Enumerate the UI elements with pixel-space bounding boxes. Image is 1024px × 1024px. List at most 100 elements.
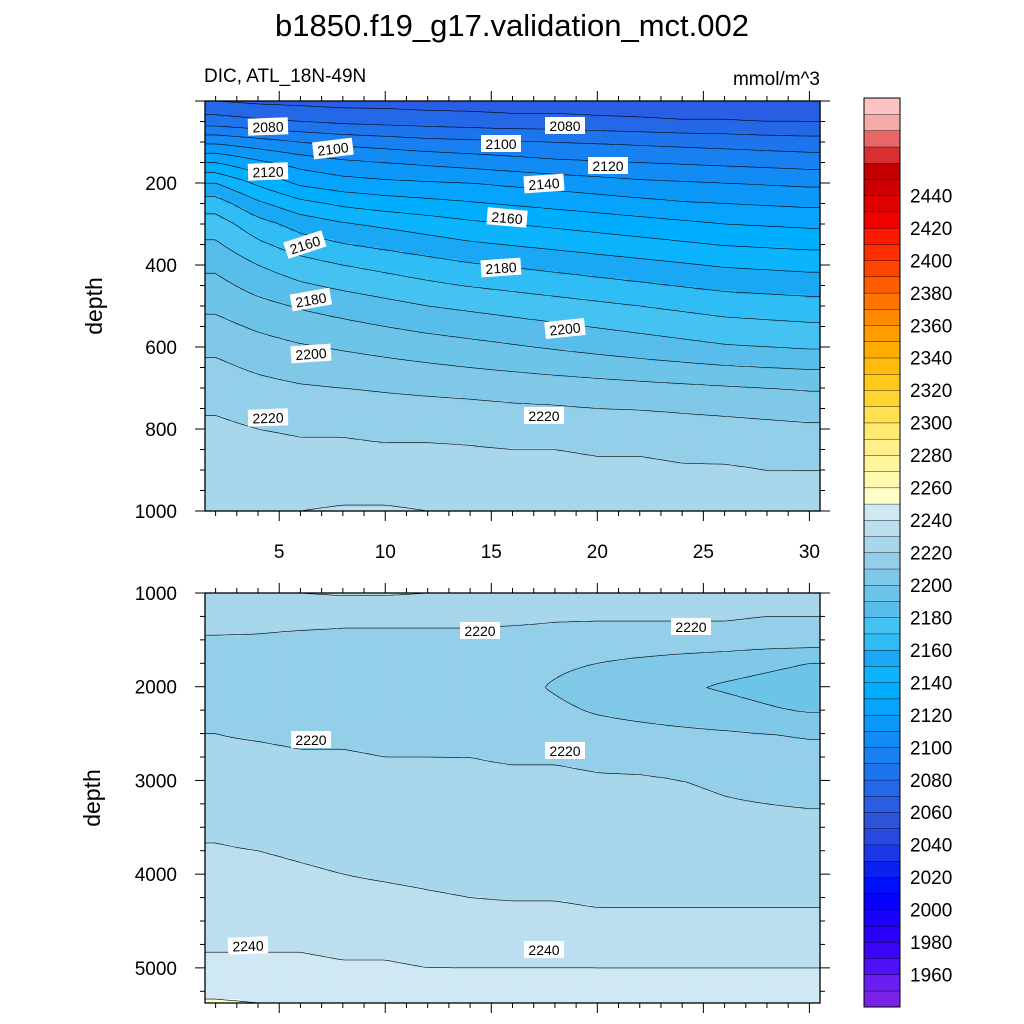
field-cell (353, 101, 360, 106)
field-cell (219, 191, 226, 197)
field-cell (537, 108, 543, 114)
field-cell (740, 124, 747, 130)
field-cell (567, 211, 573, 216)
field-cell (403, 235, 409, 240)
field-cell (477, 164, 484, 169)
field-cell (403, 148, 409, 153)
field-cell (522, 164, 528, 169)
field-cell (477, 211, 484, 216)
field-cell (462, 183, 469, 189)
field-cell (656, 183, 662, 189)
field-cell (393, 199, 400, 205)
field-cell (348, 101, 355, 106)
field-cell (696, 250, 702, 256)
field-cell (512, 199, 519, 205)
field-cell (269, 215, 276, 220)
field-cell (681, 199, 687, 205)
field-cell (547, 207, 553, 212)
field-cell (646, 235, 652, 240)
field-cell (254, 156, 261, 161)
field-cell (815, 160, 821, 165)
field-cell (810, 191, 816, 197)
field-cell (467, 250, 474, 256)
field-cell (452, 101, 459, 106)
field-cell (324, 254, 330, 260)
field-cell (289, 108, 295, 114)
field-cell (433, 128, 439, 134)
field-cell (656, 246, 662, 252)
field-cell (358, 246, 365, 252)
field-cell (621, 250, 628, 256)
field-cell (765, 156, 771, 161)
field-cell (259, 250, 266, 256)
field-cell (696, 156, 702, 161)
field-cell (810, 101, 816, 106)
field-cell (542, 231, 548, 236)
field-cell (646, 183, 652, 189)
field-cell (810, 108, 816, 114)
field-cell (487, 231, 494, 236)
field-cell (304, 207, 310, 212)
field-cell (324, 250, 330, 256)
field-cell (487, 187, 494, 193)
field-cell (259, 207, 266, 212)
field-cell (775, 246, 781, 252)
field-cell (601, 116, 608, 122)
field-cell (815, 175, 821, 181)
field-cell (651, 168, 657, 173)
field-cell (646, 136, 652, 142)
field-cell (765, 116, 771, 122)
field-cell (537, 199, 543, 205)
field-cell (780, 144, 786, 149)
field-cell (735, 108, 742, 114)
field-cell (572, 199, 578, 205)
field-cell (552, 132, 558, 138)
field-cell (671, 132, 677, 138)
field-cell (363, 203, 370, 209)
field-cell (770, 152, 776, 157)
field-cell (502, 175, 509, 181)
field-cell (626, 120, 633, 126)
field-cell (413, 250, 419, 256)
field-cell (641, 144, 648, 149)
field-cell (239, 132, 246, 138)
field-cell (700, 215, 707, 220)
field-cell (403, 195, 409, 201)
field-cell (294, 120, 300, 126)
field-cell (700, 207, 707, 212)
field-cell (547, 242, 553, 248)
field-cell (492, 171, 499, 177)
field-cell (626, 144, 633, 149)
field-cell (502, 128, 509, 134)
field-cell (755, 215, 762, 220)
field-cell (239, 136, 246, 142)
field-cell (368, 152, 375, 157)
field-cell (591, 211, 598, 216)
field-cell (681, 156, 687, 161)
field-cell (363, 164, 370, 169)
field-cell (492, 254, 499, 260)
field-cell (239, 164, 246, 169)
field-cell (319, 164, 325, 169)
field-cell (552, 203, 558, 209)
field-cell (666, 246, 672, 252)
field-cell (581, 223, 588, 228)
field-cell (239, 195, 246, 201)
field-cell (606, 246, 613, 252)
field-cell (676, 144, 682, 149)
field-cell (428, 168, 434, 173)
field-cell (438, 195, 444, 201)
field-cell (641, 164, 648, 169)
field-cell (343, 231, 350, 236)
field-cell (626, 235, 633, 240)
field-cell (353, 199, 360, 205)
field-cell (705, 171, 712, 177)
field-cell (661, 116, 667, 122)
field-cell (780, 238, 786, 244)
field-cell (740, 175, 747, 181)
field-cell (438, 183, 444, 189)
field-cell (487, 120, 494, 126)
field-cell (765, 171, 771, 177)
field-cell (433, 156, 439, 161)
